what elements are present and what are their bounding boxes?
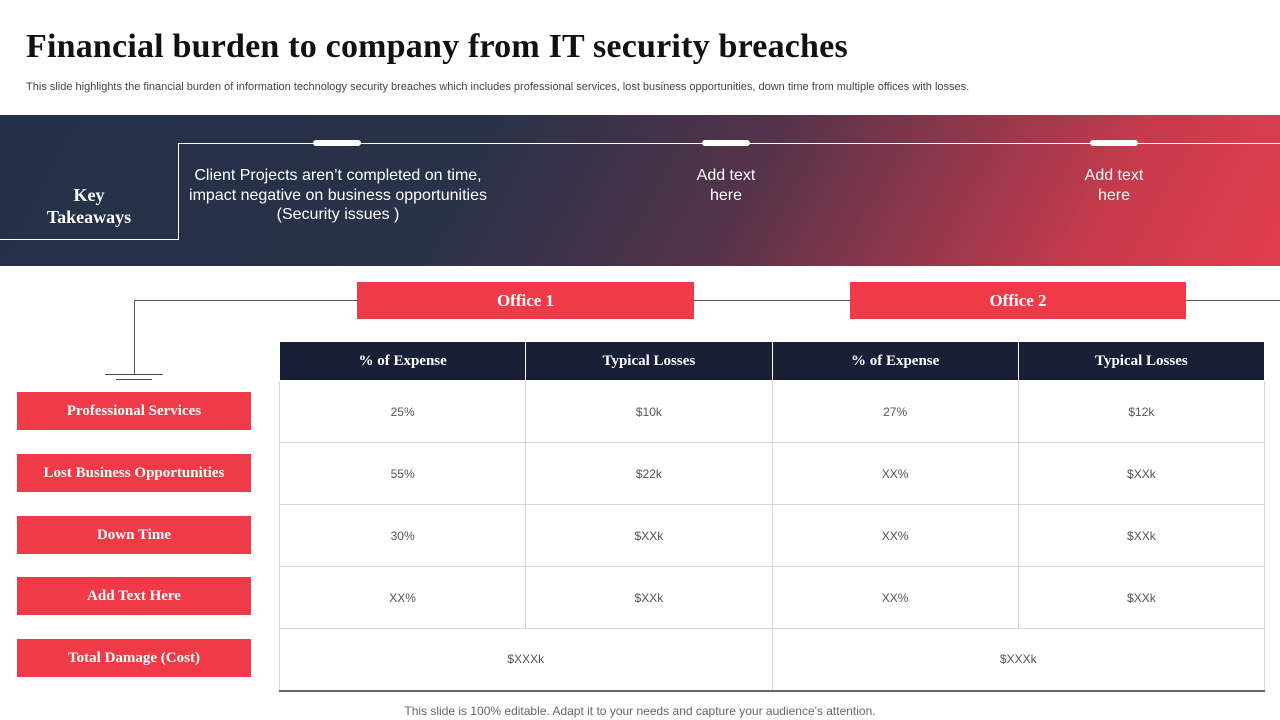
losses-table: % of Expense Typical Losses % of Expense… — [278, 341, 1266, 692]
table-cell: $XXk — [525, 566, 773, 629]
table-cell: $XXk — [525, 504, 773, 567]
table-cell: $XXk — [1017, 566, 1266, 629]
table-row: XX% $XXk XX% $XXk — [278, 566, 1266, 629]
key-takeaways-band: Key Takeaways Client Projects aren’t com… — [0, 115, 1280, 266]
col-header-office2-losses: Typical Losses — [1017, 341, 1266, 381]
office-2-header: Office 2 — [850, 282, 1186, 319]
table-cell: $10k — [525, 380, 773, 443]
takeaway-text-1: Client Projects aren’t completed on time… — [189, 167, 487, 223]
slide-subtitle: This slide highlights the financial burd… — [26, 81, 970, 93]
table-cell: $22k — [525, 442, 773, 505]
takeaway-text-2: Add text here — [696, 167, 756, 204]
table-cell: $12k — [1017, 380, 1266, 443]
table-cell: XX% — [771, 504, 1019, 567]
row-label-lost-business-opportunities: Lost Business Opportunities — [17, 454, 251, 492]
table-cell: $XXk — [1017, 504, 1266, 567]
connector-vertical — [134, 300, 135, 374]
row-label-professional-services: Professional Services — [17, 392, 251, 430]
key-takeaways-label-line1: Key — [73, 185, 105, 205]
table-row: 55% $22k XX% $XXk — [278, 442, 1266, 505]
key-takeaways-frame — [0, 143, 179, 240]
table-cell: 30% — [278, 504, 527, 567]
key-takeaways-label: Key Takeaways — [0, 184, 178, 228]
connector-line-middle — [694, 300, 850, 301]
table-cell: 27% — [771, 380, 1019, 443]
col-header-office1-losses: Typical Losses — [525, 341, 773, 381]
row-label-total-damage: Total Damage (Cost) — [17, 639, 251, 677]
table-header-row: % of Expense Typical Losses % of Expense… — [278, 341, 1266, 381]
row-label-down-time: Down Time — [17, 516, 251, 554]
row-label-add-text-here: Add Text Here — [17, 577, 251, 615]
takeaway-text-3: Add text here — [1084, 167, 1144, 204]
table-cell: 25% — [278, 380, 527, 443]
connector-line-left — [134, 300, 357, 301]
key-takeaways-label-line2: Takeaways — [46, 207, 132, 227]
col-header-office1-expense: % of Expense — [278, 341, 527, 381]
col-header-office2-expense: % of Expense — [771, 341, 1019, 381]
takeaway-marker-2 — [702, 140, 750, 146]
takeaway-marker-1 — [313, 140, 361, 146]
slide-footer: This slide is 100% editable. Adapt it to… — [404, 704, 876, 718]
table-cell: XX% — [278, 566, 527, 629]
table-total-row: $XXXk $XXXk — [279, 628, 1265, 691]
table-cell: 55% — [278, 442, 527, 505]
connector-ground-line-2 — [116, 379, 152, 380]
connector-line-right — [1186, 300, 1280, 301]
takeaway-marker-3 — [1090, 140, 1138, 146]
total-cell-office1: $XXXk — [279, 628, 773, 691]
total-cell-office2: $XXXk — [771, 628, 1265, 691]
table-cell: XX% — [771, 566, 1019, 629]
table-row: 30% $XXk XX% $XXk — [278, 504, 1266, 567]
table-cell: $XXk — [1017, 442, 1266, 505]
table-cell: XX% — [771, 442, 1019, 505]
connector-ground-line-1 — [105, 374, 163, 375]
table-row: 25% $10k 27% $12k — [278, 380, 1266, 443]
office-1-header: Office 1 — [357, 282, 694, 319]
slide-title: Financial burden to company from IT secu… — [26, 28, 848, 65]
